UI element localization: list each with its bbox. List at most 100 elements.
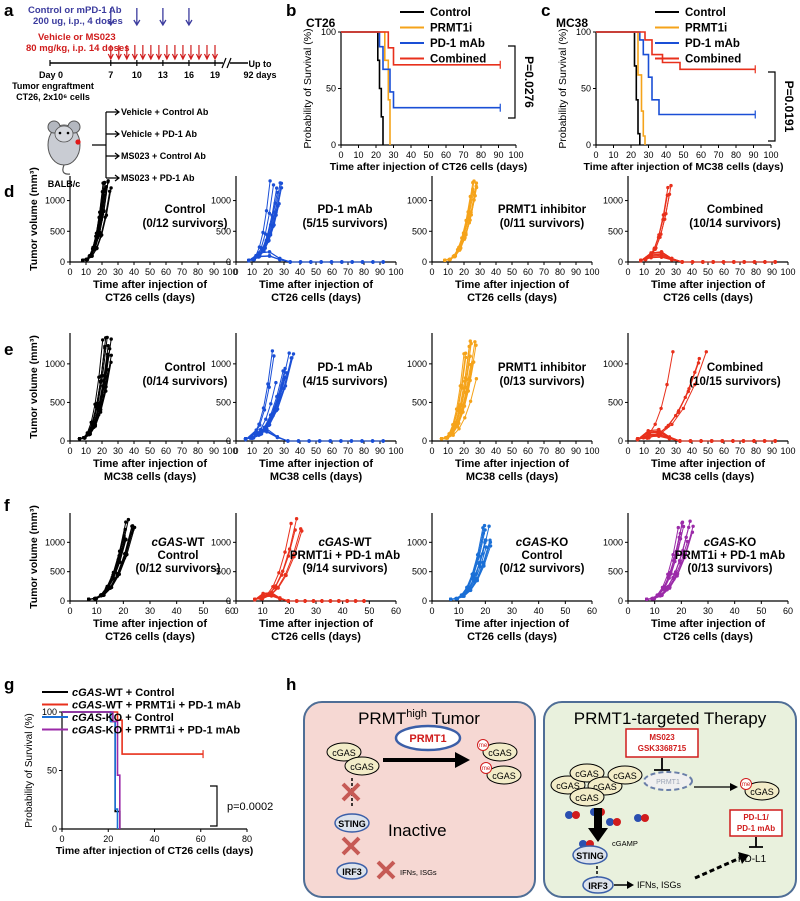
p-value: P=0.0191 [782, 81, 796, 133]
svg-text:cGAS: cGAS [350, 762, 374, 772]
data-point [671, 553, 675, 557]
svg-text:me: me [479, 743, 488, 749]
data-point [284, 573, 288, 578]
data-point [666, 185, 670, 190]
chart-c: 0 10 20 30 40 50 60 70 80 90 100 0 50 100 Probability … [556, 7, 796, 173]
data-point [665, 382, 669, 387]
up-to-label: Up to [249, 59, 272, 69]
x-tick-label: 20 [655, 267, 665, 277]
survivor-count: (4/15 survivors) [302, 376, 387, 388]
data-point [243, 437, 248, 442]
x-axis-title-line2: CT26 cells (days) [271, 631, 361, 643]
data-point [710, 439, 714, 443]
data-point [690, 260, 695, 264]
survival-curve [596, 31, 756, 116]
data-point [685, 539, 690, 544]
x-axis-title-line2: CT26 cells (days) [663, 292, 753, 304]
data-point [659, 251, 664, 255]
x-tick-label: 50 [364, 606, 374, 616]
x-tick-label: 20 [480, 606, 490, 616]
group-arrow [106, 130, 120, 138]
data-point [289, 521, 293, 526]
data-point [267, 385, 271, 389]
x-axis-title-line1: Time after injection of [651, 618, 765, 630]
x-tick-label: 10 [650, 606, 660, 616]
x-tick-label: 0 [429, 446, 434, 456]
x-tick-label: 10 [443, 267, 453, 277]
sting-right [572, 845, 608, 865]
x-tick-label: 20 [676, 606, 686, 616]
x-axis-title-line2: CT26 cells (days) [105, 292, 195, 304]
data-point [659, 593, 663, 597]
x-tick-label: 70 [177, 446, 187, 456]
data-point [457, 247, 461, 251]
data-point [459, 403, 463, 407]
x-tick-label: 80 [476, 150, 486, 160]
x-tick-label: 60 [441, 150, 451, 160]
y-tick-label: 0 [331, 140, 336, 150]
x-axis-title-line1: Time after injection of [93, 279, 207, 291]
block-x-icon [376, 860, 396, 880]
data-point [261, 406, 266, 410]
x-tick-label: 90 [209, 267, 219, 277]
data-point [109, 337, 113, 341]
data-point [296, 439, 301, 443]
drug-dose-arrow [147, 45, 154, 61]
data-point [370, 439, 375, 443]
x-tick-label: 60 [225, 606, 235, 616]
survivor-count: (0/11 survivors) [500, 218, 585, 230]
x-axis-title-line1: Time after injection of [651, 458, 765, 470]
x-tick-label: 60 [719, 267, 729, 277]
irf3-right [582, 876, 614, 894]
x-tick-label: 90 [767, 446, 777, 456]
tumor-title: PRMThigh Tumor [358, 708, 480, 728]
group-label: Control [165, 362, 206, 374]
x-axis-title: Time after injection of CT26 cells (days… [56, 845, 254, 857]
data-point [773, 439, 777, 443]
y-tick-label: 500 [412, 397, 427, 407]
data-point [471, 190, 476, 194]
data-point [277, 202, 281, 206]
data-point [458, 384, 462, 388]
data-point [91, 423, 96, 427]
x-tick-label: 60 [327, 446, 337, 456]
y-tick-label: 0 [60, 596, 65, 606]
x-tick-label: 20 [263, 267, 273, 277]
y-tick-label: 1000 [211, 196, 231, 206]
x-axis-title-line2: MC38 cells (days) [662, 471, 755, 483]
data-point [444, 436, 449, 440]
data-point [268, 231, 272, 235]
data-point [482, 523, 487, 528]
day-label: 10 [132, 70, 142, 80]
legend-label: Control [685, 7, 726, 19]
ab-line1: Control or mPD-1 Ab [28, 5, 122, 16]
data-point [452, 254, 456, 258]
data-point [720, 439, 724, 443]
y-tick-label: 100 [42, 707, 57, 717]
data-point [353, 599, 358, 603]
data-point [465, 585, 470, 589]
data-point [475, 577, 479, 581]
x-tick-label: 60 [719, 446, 729, 456]
x-tick-label: 100 [222, 267, 237, 277]
svg-text:cGAS: cGAS [556, 781, 580, 791]
data-point [253, 598, 257, 602]
data-point [254, 433, 258, 438]
data-point [254, 428, 258, 432]
data-point [124, 537, 128, 542]
data-point [742, 260, 746, 264]
data-point [468, 587, 472, 592]
pdl1-label: PD-L1 [738, 854, 767, 865]
y-tick-label: 1000 [603, 359, 623, 369]
chart-d4: 0 10 20 30 40 50 60 70 80 90 10005001000Combined(1… [603, 176, 796, 304]
x-tick-label: 80 [359, 267, 369, 277]
pdl1-box-line2: PD-1 mAb [737, 824, 775, 833]
data-point [104, 185, 109, 189]
x-tick-label: 30 [279, 267, 289, 277]
day-label: 16 [184, 70, 194, 80]
chart-f3: 0 10 20 30 40 50 60 0 500 1000 cGAS-KOControl(0/12… [407, 513, 597, 643]
